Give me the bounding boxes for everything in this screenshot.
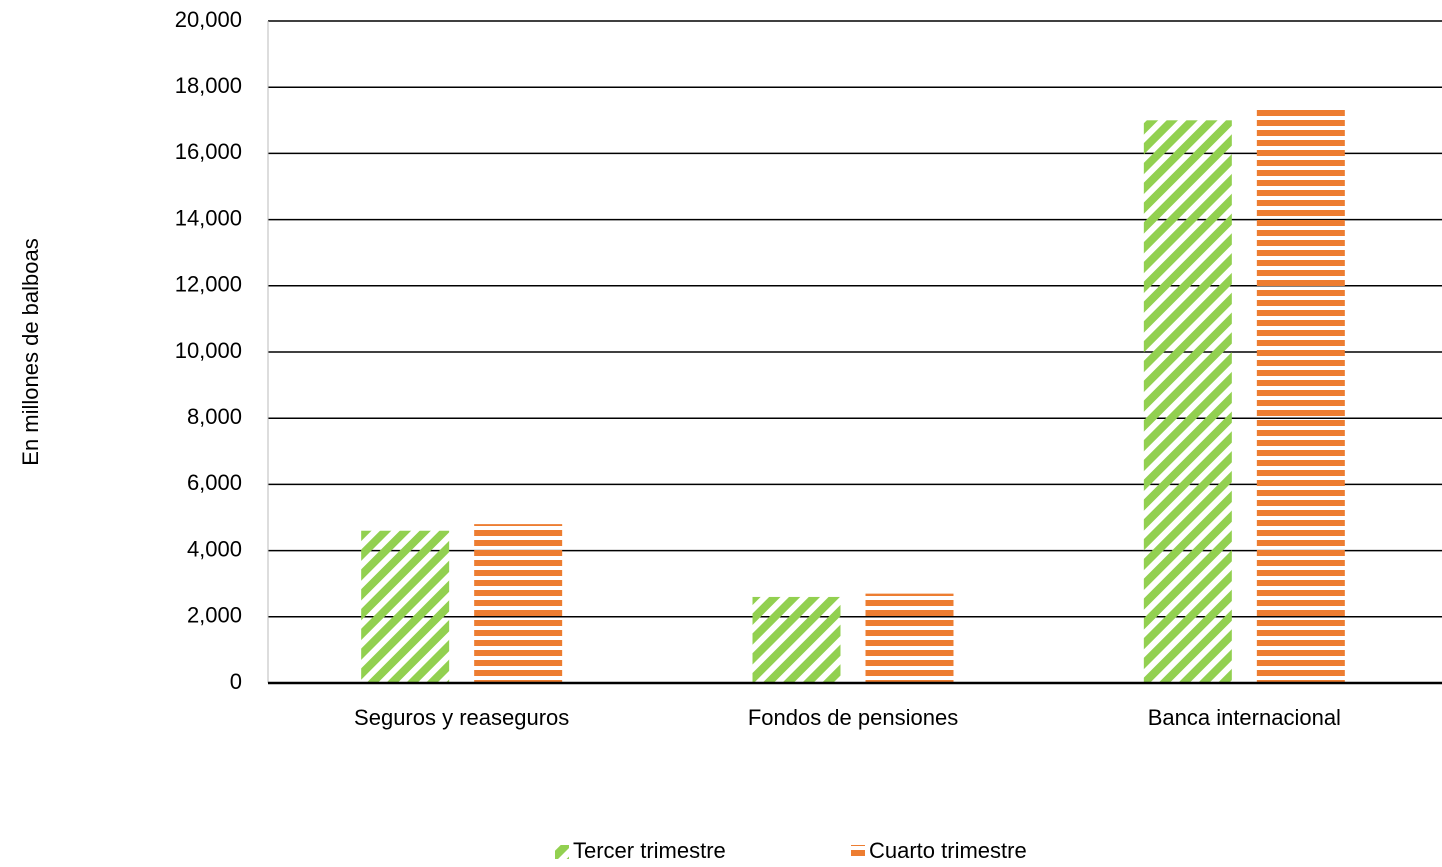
legend-label: Cuarto trimestre (869, 838, 1027, 863)
y-tick-label: 16,000 (175, 139, 242, 164)
bar (1256, 107, 1345, 683)
y-tick-label: 10,000 (175, 338, 242, 363)
y-tick-label: 2,000 (187, 603, 242, 628)
legend-swatch (555, 845, 569, 859)
bar (752, 596, 841, 683)
y-tick-label: 0 (230, 669, 242, 694)
y-tick-label: 18,000 (175, 73, 242, 98)
y-tick-label: 6,000 (187, 470, 242, 495)
legend-label: Tercer trimestre (573, 838, 726, 863)
bar (474, 524, 563, 683)
bar (865, 593, 954, 683)
x-tick-label: Fondos de pensiones (748, 705, 958, 730)
y-tick-label: 20,000 (175, 7, 242, 32)
y-axis-title: En millones de balboas (18, 238, 43, 465)
y-tick-label: 12,000 (175, 272, 242, 297)
x-tick-label: Banca internacional (1148, 705, 1341, 730)
legend-swatch (851, 845, 865, 859)
y-tick-label: 14,000 (175, 205, 242, 230)
x-tick-label: Seguros y reaseguros (354, 705, 569, 730)
bar (1143, 120, 1232, 684)
y-tick-label: 4,000 (187, 536, 242, 561)
y-tick-label: 8,000 (187, 404, 242, 429)
bar (361, 530, 450, 683)
